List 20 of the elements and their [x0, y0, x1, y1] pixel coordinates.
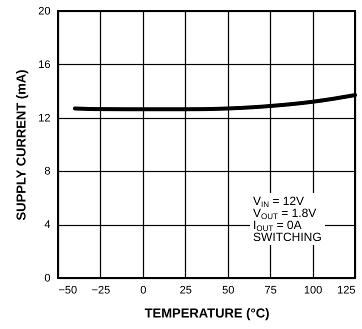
x-tick-label: 75	[264, 284, 277, 296]
y-tick-label: 12	[38, 112, 50, 124]
x-tick-label: −50	[58, 284, 78, 296]
annotation: I$_{OUT}$ = 0A	[253, 218, 302, 233]
annotation: V$_{OUT}$ = 1.8V	[253, 206, 316, 221]
y-tick-label: 8	[44, 166, 50, 178]
y-tick-label: 16	[38, 58, 50, 71]
y-tick-label: 4	[44, 219, 50, 232]
x-axis-title: TEMPERATURE (°C)	[144, 306, 270, 320]
x-tick-label: 0	[140, 284, 146, 296]
x-tick-label: 50	[222, 284, 234, 296]
x-tick-label: 100	[304, 284, 322, 296]
x-tick-label: 25	[180, 284, 192, 296]
x-tick-label: 125	[337, 284, 356, 296]
y-tick-label: 0	[44, 272, 50, 284]
y-axis-title: SUPPLY CURRENT (mA)	[13, 70, 28, 220]
annotation: V$_{IN}$ = 12V	[253, 194, 304, 209]
annotation: SWITCHING	[253, 230, 322, 244]
y-tick-label: 20	[38, 6, 50, 18]
x-tick-label: −25	[92, 284, 110, 296]
